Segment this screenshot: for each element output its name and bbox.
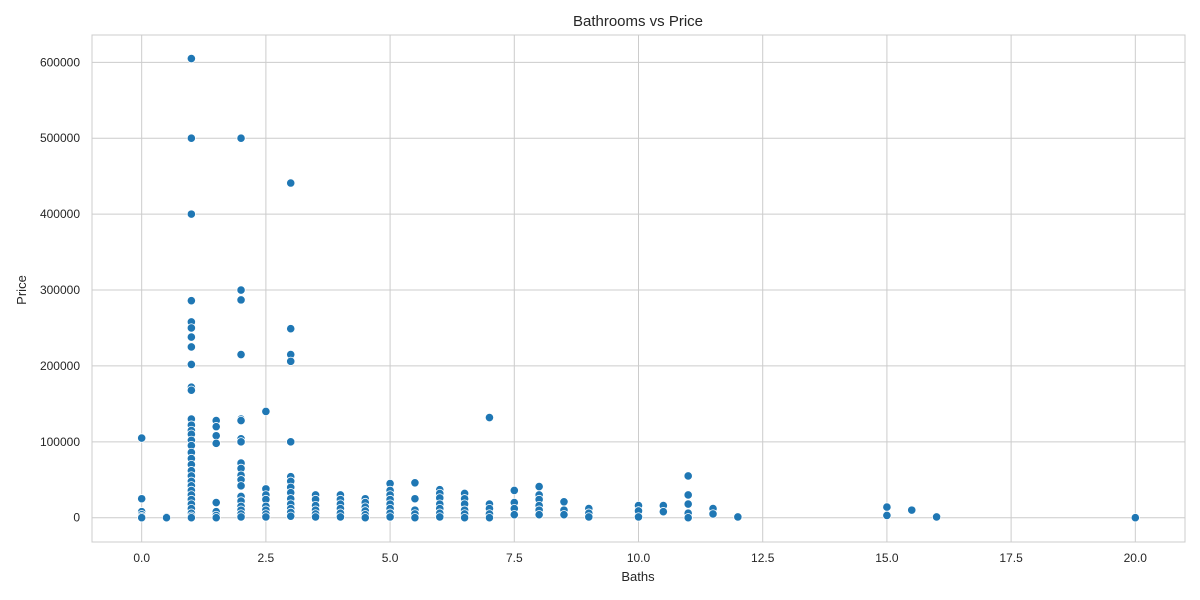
y-tick-label: 400000 bbox=[40, 207, 80, 221]
axes-layer bbox=[91, 34, 1186, 543]
scatter-point bbox=[931, 512, 942, 522]
scatter-point bbox=[236, 285, 246, 295]
scatter-point bbox=[534, 510, 544, 520]
x-tick-label: 5.0 bbox=[382, 551, 399, 565]
grid-layer bbox=[92, 35, 1185, 542]
scatter-point bbox=[733, 512, 743, 522]
scatter-point bbox=[509, 485, 519, 495]
chart-title: Bathrooms vs Price bbox=[573, 13, 703, 30]
x-tick-label: 20.0 bbox=[1124, 551, 1148, 565]
scatter-point bbox=[683, 513, 693, 523]
x-tick-label: 7.5 bbox=[506, 551, 523, 565]
x-tick-label: 10.0 bbox=[627, 551, 651, 565]
scatter-point bbox=[882, 510, 892, 521]
scatter-point bbox=[261, 512, 271, 522]
scatter-point bbox=[410, 494, 420, 504]
scatter-point bbox=[534, 481, 544, 492]
scatter-point bbox=[683, 490, 693, 500]
scatter-point bbox=[633, 512, 644, 522]
scatter-point bbox=[186, 332, 196, 342]
scatter-point bbox=[410, 478, 420, 488]
scatter-point bbox=[236, 415, 246, 426]
scatter-point bbox=[1130, 513, 1140, 523]
scatter-point bbox=[286, 178, 296, 188]
scatter-point bbox=[186, 513, 196, 523]
scatter-point bbox=[484, 412, 495, 423]
scatter-point bbox=[186, 359, 196, 369]
scatter-point bbox=[360, 513, 370, 523]
scatter-point bbox=[460, 513, 470, 523]
scatter-point bbox=[683, 471, 693, 481]
scatter-point bbox=[186, 53, 196, 64]
scatter-point bbox=[236, 481, 246, 491]
plot-frame bbox=[91, 34, 1186, 543]
scatter-point bbox=[683, 499, 693, 509]
scatter-point bbox=[658, 507, 668, 517]
scatter-point bbox=[385, 512, 395, 522]
scatter-point bbox=[708, 509, 718, 519]
scatter-point bbox=[211, 422, 221, 432]
scatter-point bbox=[137, 513, 147, 523]
scatter-point bbox=[584, 512, 594, 522]
x-tick-label: 12.5 bbox=[751, 551, 775, 565]
y-tick-label: 600000 bbox=[40, 55, 80, 69]
y-tick-label: 100000 bbox=[40, 435, 80, 449]
scatter-point bbox=[236, 512, 246, 522]
scatter-point bbox=[161, 513, 172, 523]
scatter-point bbox=[559, 497, 569, 507]
scatter-point bbox=[335, 512, 346, 522]
scatter-point bbox=[186, 296, 196, 306]
scatter-point bbox=[186, 209, 196, 219]
scatter-point bbox=[509, 510, 519, 520]
x-tick-labels: 0.0 2.5 5.0 7.5 10.0 12.5 15.0 17.5 20.0 bbox=[133, 551, 1147, 565]
y-tick-label: 200000 bbox=[40, 359, 80, 373]
x-tick-label: 2.5 bbox=[258, 551, 275, 565]
x-axis-label: Baths bbox=[621, 569, 655, 584]
scatter-point bbox=[186, 385, 196, 395]
scatter-point bbox=[882, 502, 892, 512]
scatter-point bbox=[410, 513, 420, 523]
scatter-point bbox=[211, 431, 221, 441]
scatter-point bbox=[236, 295, 246, 305]
scatter-point bbox=[236, 437, 246, 447]
x-tick-label: 17.5 bbox=[999, 551, 1023, 565]
y-tick-label: 0 bbox=[73, 511, 80, 525]
scatter-point bbox=[211, 438, 221, 448]
scatter-point bbox=[236, 349, 246, 360]
scatter-point bbox=[559, 510, 569, 520]
y-axis-label: Price bbox=[14, 275, 29, 305]
scatter-point bbox=[137, 433, 147, 443]
scatter-point bbox=[435, 512, 445, 522]
y-tick-labels: 0 100000 200000 300000 400000 500000 600000 bbox=[40, 55, 80, 524]
scatter-point bbox=[211, 497, 221, 508]
x-tick-label: 0.0 bbox=[133, 551, 150, 565]
scatter-point bbox=[236, 133, 246, 143]
scatter-point bbox=[186, 323, 196, 333]
scatter-point bbox=[907, 505, 917, 515]
scatter-point bbox=[261, 406, 271, 417]
scatter-point bbox=[137, 494, 147, 504]
scatter-point bbox=[186, 342, 196, 352]
y-tick-label: 300000 bbox=[40, 283, 80, 297]
points-layer bbox=[137, 53, 1140, 523]
scatter-point bbox=[286, 511, 296, 521]
y-tick-label: 500000 bbox=[40, 131, 80, 145]
scatter-point bbox=[310, 512, 321, 522]
scatter-point bbox=[484, 513, 495, 523]
scatter-point bbox=[211, 513, 221, 523]
scatter-point bbox=[286, 356, 296, 366]
scatter-point bbox=[286, 437, 296, 447]
x-tick-label: 15.0 bbox=[875, 551, 899, 565]
scatter-point bbox=[286, 324, 296, 334]
scatter-point bbox=[186, 133, 196, 143]
